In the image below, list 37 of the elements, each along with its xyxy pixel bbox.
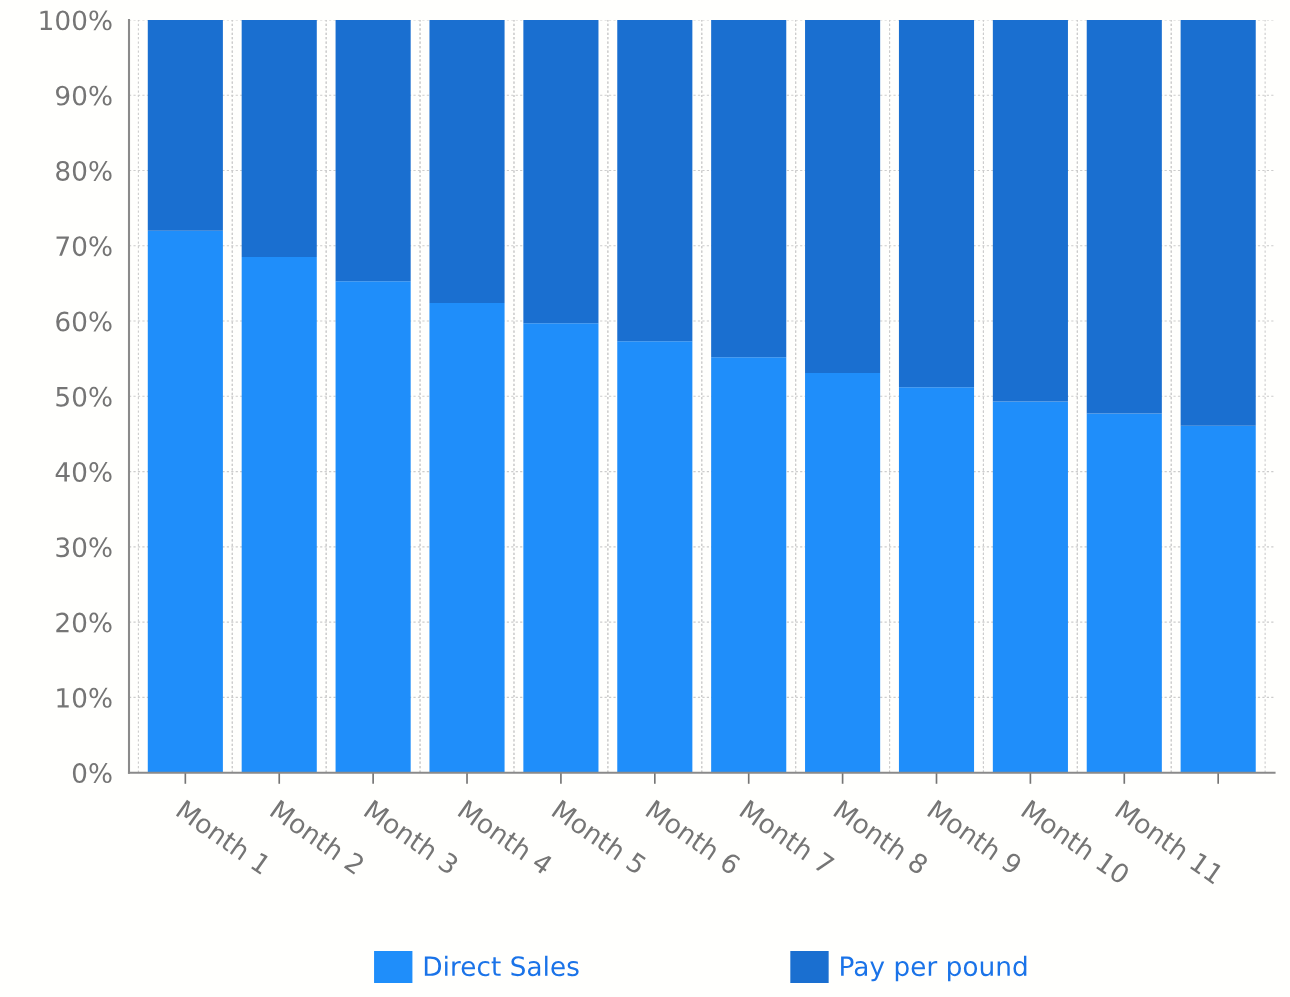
bar	[147, 230, 223, 773]
bar	[1086, 19, 1162, 414]
y-tick-label: 30%	[56, 537, 112, 558]
bar	[429, 19, 505, 303]
bar	[992, 19, 1068, 402]
y-tick-label: 60%	[56, 311, 112, 332]
bar	[898, 19, 975, 388]
bar	[523, 19, 599, 324]
y-tick-label: 20%	[56, 612, 112, 633]
y-tick-label: 0%	[72, 763, 112, 784]
bar	[241, 257, 317, 773]
bar	[1086, 413, 1162, 773]
bar	[617, 19, 693, 342]
bar	[147, 19, 223, 231]
y-tick-label: 40%	[55, 462, 112, 482]
bar	[335, 19, 411, 282]
bar	[805, 372, 881, 773]
y-tick-label: 100%	[40, 10, 112, 31]
y-tick-label: 70%	[56, 236, 112, 257]
bar	[1180, 19, 1256, 426]
bar	[992, 401, 1068, 773]
bar	[711, 357, 787, 773]
y-tick-label: 50%	[56, 386, 112, 407]
bar	[241, 19, 317, 258]
bar	[1180, 425, 1256, 773]
y-tick-label: 10%	[57, 687, 112, 708]
bar	[711, 19, 787, 358]
y-tick-label: 80%	[56, 160, 112, 181]
legend-label: Pay per pound	[841, 955, 1027, 982]
bar	[523, 323, 599, 773]
bar	[805, 19, 881, 373]
bar	[335, 281, 411, 773]
y-tick-label: 90%	[56, 85, 112, 106]
bar	[429, 302, 505, 773]
bar	[898, 387, 975, 773]
legend-label: Direct Sales	[424, 955, 579, 977]
bar	[617, 341, 693, 773]
